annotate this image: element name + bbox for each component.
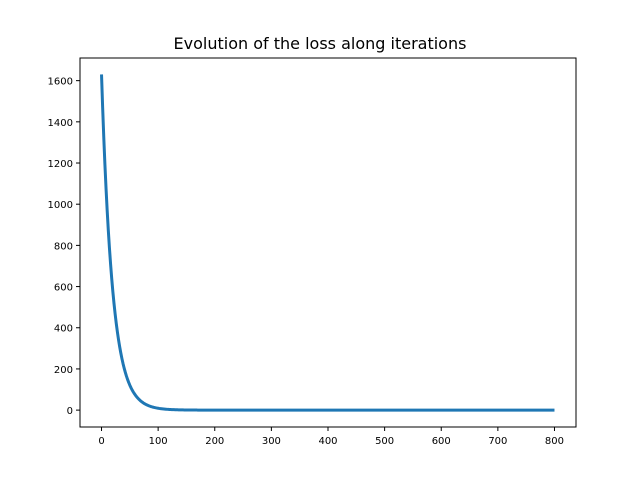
x-axis: 0 100 200 300 400 500 600 700 800 (98, 427, 564, 447)
y-tick-label: 1000 (48, 200, 73, 211)
y-tick-label: 1600 (48, 77, 73, 88)
x-tick-label: 200 (205, 436, 224, 447)
y-tick-label: 1400 (48, 118, 73, 129)
y-tick-label: 400 (54, 324, 73, 335)
chart-title: Evolution of the loss along iterations (174, 34, 467, 53)
x-tick-label: 500 (375, 436, 394, 447)
y-axis: 0 200 400 600 800 1000 1200 1400 1600 (48, 77, 80, 417)
y-tick-label: 800 (54, 241, 73, 252)
x-tick-label: 700 (488, 436, 507, 447)
x-tick-label: 100 (149, 436, 168, 447)
axes-frame (79, 57, 577, 428)
y-tick-label: 1200 (48, 159, 73, 170)
x-tick-label: 300 (262, 436, 281, 447)
y-tick-label: 0 (67, 406, 73, 417)
loss-line (100, 74, 555, 412)
y-tick-label: 200 (54, 365, 73, 376)
x-tick-label: 0 (98, 436, 104, 447)
x-tick-label: 400 (318, 436, 337, 447)
x-tick-label: 600 (432, 436, 451, 447)
x-tick-label: 800 (545, 436, 564, 447)
plot-area (100, 74, 555, 412)
y-tick-label: 600 (54, 283, 73, 294)
